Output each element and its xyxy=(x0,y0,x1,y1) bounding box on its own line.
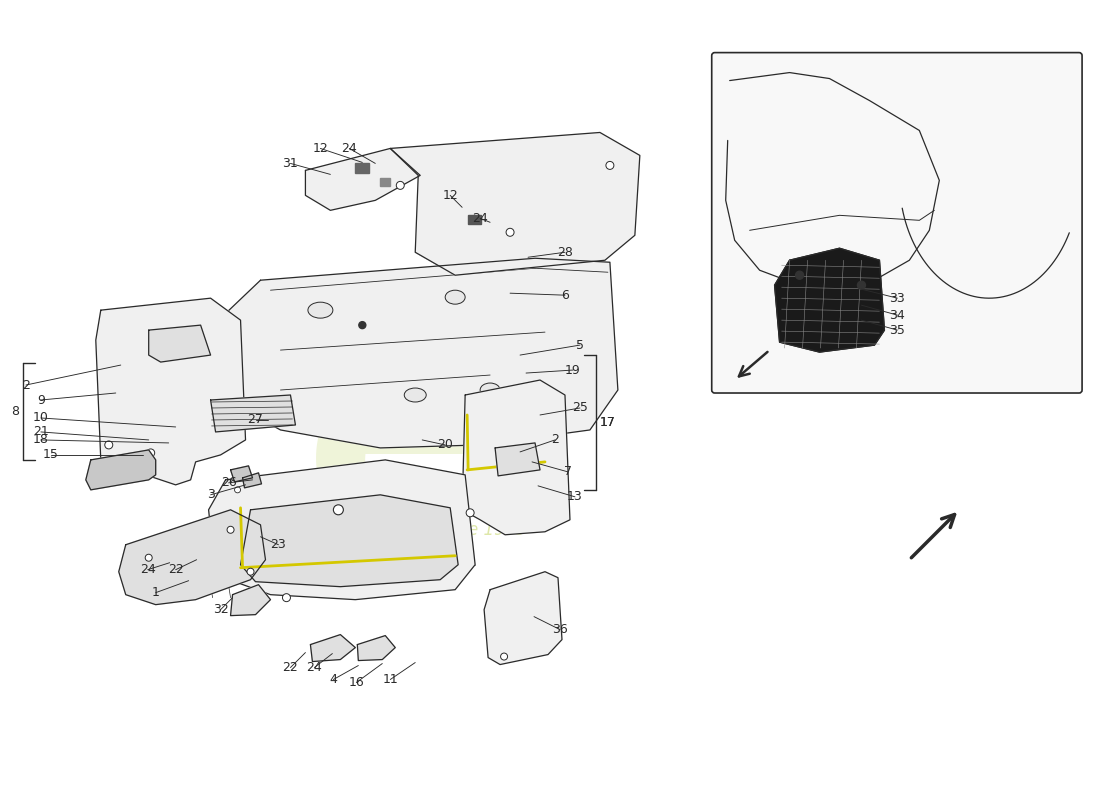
Circle shape xyxy=(145,554,152,562)
Text: 22: 22 xyxy=(283,661,298,674)
Text: 34: 34 xyxy=(890,309,905,322)
Polygon shape xyxy=(148,325,210,362)
Text: 31: 31 xyxy=(283,157,298,170)
Text: 23: 23 xyxy=(271,538,286,551)
Text: a passion for parts since 1995: a passion for parts since 1995 xyxy=(275,521,526,538)
Polygon shape xyxy=(484,572,562,665)
Circle shape xyxy=(858,282,866,289)
Polygon shape xyxy=(210,395,296,432)
Text: 2: 2 xyxy=(551,434,559,446)
Circle shape xyxy=(506,228,514,236)
Text: 20: 20 xyxy=(437,438,453,451)
Ellipse shape xyxy=(308,302,333,318)
FancyBboxPatch shape xyxy=(712,53,1082,393)
Polygon shape xyxy=(231,585,271,616)
Text: 17: 17 xyxy=(600,416,616,429)
Circle shape xyxy=(396,182,405,190)
Circle shape xyxy=(606,162,614,170)
Text: 1: 1 xyxy=(152,586,160,599)
Text: 33: 33 xyxy=(890,292,905,305)
Polygon shape xyxy=(310,634,355,662)
Text: 3: 3 xyxy=(207,488,215,502)
Bar xyxy=(355,163,370,174)
Text: 8: 8 xyxy=(11,405,19,418)
Polygon shape xyxy=(86,450,156,490)
Circle shape xyxy=(359,322,366,329)
Polygon shape xyxy=(495,443,540,476)
Text: 17: 17 xyxy=(600,416,616,429)
Text: 12: 12 xyxy=(442,189,458,202)
Polygon shape xyxy=(462,380,570,534)
Polygon shape xyxy=(209,460,475,600)
Text: 36: 36 xyxy=(552,623,568,636)
Circle shape xyxy=(234,487,241,493)
Text: 13: 13 xyxy=(568,490,583,503)
Polygon shape xyxy=(96,298,245,485)
Polygon shape xyxy=(119,510,265,605)
Text: 32: 32 xyxy=(212,603,229,616)
Text: 35: 35 xyxy=(890,324,905,337)
Text: 24: 24 xyxy=(307,661,322,674)
Text: 19: 19 xyxy=(565,363,581,377)
Polygon shape xyxy=(358,635,395,661)
Text: 2: 2 xyxy=(22,378,30,391)
Text: 21: 21 xyxy=(33,426,48,438)
Text: e: e xyxy=(306,305,494,575)
Ellipse shape xyxy=(480,383,501,397)
Circle shape xyxy=(283,594,290,602)
Text: 24: 24 xyxy=(341,142,358,155)
Text: 15: 15 xyxy=(43,449,58,462)
Text: 26: 26 xyxy=(221,476,236,490)
Bar xyxy=(381,178,390,186)
Text: 28: 28 xyxy=(557,246,573,258)
Text: 5: 5 xyxy=(576,338,584,351)
Bar xyxy=(469,215,481,224)
Polygon shape xyxy=(390,133,640,275)
Text: 12: 12 xyxy=(312,142,328,155)
Circle shape xyxy=(248,568,254,575)
Text: 9: 9 xyxy=(37,394,45,406)
Text: 6: 6 xyxy=(561,289,569,302)
Text: 25: 25 xyxy=(572,402,587,414)
Circle shape xyxy=(104,441,113,449)
Text: 24: 24 xyxy=(140,563,155,576)
Circle shape xyxy=(333,505,343,515)
Text: 10: 10 xyxy=(33,411,48,425)
Polygon shape xyxy=(774,248,884,352)
Circle shape xyxy=(227,526,234,534)
Polygon shape xyxy=(306,149,420,210)
Circle shape xyxy=(466,509,474,517)
Ellipse shape xyxy=(405,388,426,402)
Circle shape xyxy=(500,653,507,660)
Text: 11: 11 xyxy=(383,673,398,686)
Text: 24: 24 xyxy=(472,212,488,225)
Polygon shape xyxy=(219,258,618,448)
Polygon shape xyxy=(231,466,253,482)
Text: 27: 27 xyxy=(248,414,263,426)
Text: 16: 16 xyxy=(349,676,364,689)
Circle shape xyxy=(146,449,155,457)
Text: 18: 18 xyxy=(33,434,48,446)
Text: 4: 4 xyxy=(329,673,338,686)
Text: 7: 7 xyxy=(564,466,572,478)
Text: 22: 22 xyxy=(168,563,184,576)
Circle shape xyxy=(795,271,804,279)
Polygon shape xyxy=(242,473,262,488)
Polygon shape xyxy=(241,495,459,586)
Ellipse shape xyxy=(446,290,465,304)
